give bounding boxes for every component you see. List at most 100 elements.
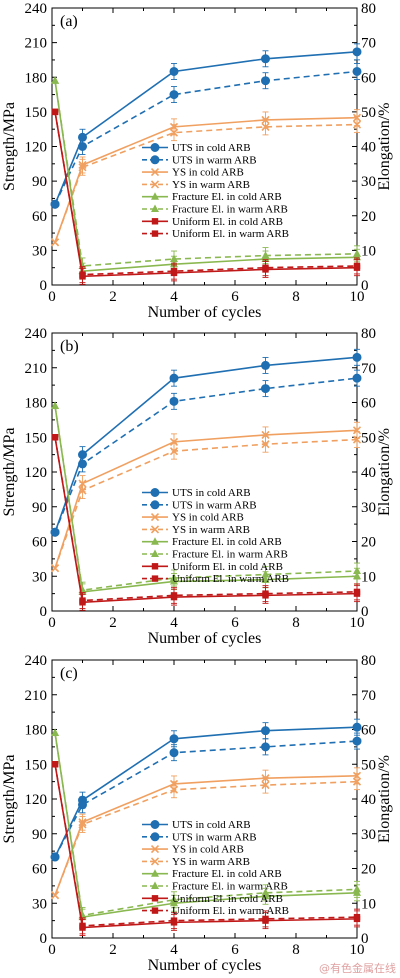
right-tick-label: 60 [361, 723, 376, 739]
left-tick-label: 210 [25, 36, 48, 52]
series-3 [50, 431, 362, 573]
data-point [169, 437, 179, 446]
legend-entry: UTS in cold ARB [172, 142, 251, 154]
data-point [50, 852, 60, 862]
data-point [352, 352, 362, 362]
right-tick-label: 0 [361, 604, 369, 620]
legend-marker [151, 218, 159, 225]
data-point [170, 592, 178, 599]
series-line [54, 123, 358, 243]
x-axis-title: Number of cycles [148, 957, 262, 974]
data-point [79, 922, 86, 930]
legend-marker [151, 549, 159, 557]
right-tick-label: 40 [361, 465, 376, 481]
watermark: @有色金属在线 [319, 961, 396, 975]
left-tick-label: 120 [25, 465, 48, 481]
legend-entry: Uniform El. in cold ARB [172, 561, 283, 573]
data-point [169, 734, 179, 744]
data-point [51, 728, 60, 736]
left-tick-label: 60 [32, 862, 47, 878]
legend-marker [150, 820, 160, 829]
data-point [261, 76, 270, 86]
y-axis-title: Strength/MPa [1, 102, 18, 191]
data-point [78, 459, 87, 469]
legend-marker [150, 143, 160, 152]
data-point [353, 566, 361, 575]
bottom-tick-label: 10 [350, 289, 365, 305]
data-point [352, 120, 362, 129]
legend-entry: Fracture El. in warm ARB [172, 549, 288, 561]
data-point [261, 122, 270, 131]
data-point [261, 781, 270, 790]
legend-entry: UTS in cold ARB [172, 819, 251, 831]
data-point [261, 570, 270, 578]
legend-marker [151, 230, 159, 237]
legend-entry: Fracture El. in warm ARB [172, 881, 288, 893]
bottom-tick-label: 6 [231, 942, 239, 958]
data-point [51, 761, 59, 768]
legend-entry: Uniform El. in cold ARB [172, 216, 283, 228]
bottom-tick-label: 0 [48, 615, 56, 631]
bottom-tick-label: 8 [292, 615, 300, 631]
legend-entry: YS in warm ARB [172, 179, 250, 191]
series-1 [50, 732, 362, 862]
series-7 [51, 108, 361, 284]
data-point [169, 396, 179, 406]
data-point [78, 486, 87, 495]
legend-entry: Fracture El. in cold ARB [172, 868, 282, 880]
data-point [352, 47, 362, 57]
legend-marker [150, 155, 160, 165]
bottom-tick-label: 4 [170, 942, 178, 958]
data-point [261, 384, 270, 394]
legend-marker [150, 525, 160, 534]
right-tick-label: 70 [361, 36, 376, 52]
legend-entry: YS in warm ARB [172, 856, 250, 868]
left-tick-label: 240 [25, 653, 48, 669]
data-point [261, 251, 270, 259]
legend-marker [150, 857, 160, 866]
x-axis-title: Number of cycles [148, 304, 262, 321]
legend-entry: YS in warm ARB [172, 524, 250, 536]
bottom-tick-label: 8 [292, 942, 300, 958]
bottom-tick-label: 10 [350, 615, 365, 631]
right-tick-label: 50 [361, 430, 376, 446]
chart-panel-0: 0306090120150180210240010203040506070800… [1, 1, 393, 321]
left-tick-label: 0 [40, 604, 48, 620]
data-point [352, 435, 362, 444]
right-tick-label: 80 [361, 653, 376, 669]
legend-marker [151, 204, 159, 212]
right-tick-label: 0 [361, 931, 369, 947]
left-tick-label: 0 [40, 931, 48, 947]
left-tick-label: 180 [25, 396, 48, 412]
data-point [78, 142, 87, 151]
data-point [352, 373, 362, 383]
series-3 [50, 116, 362, 247]
data-point [261, 54, 270, 64]
data-point [352, 722, 362, 732]
legend-entry: UTS in warm ARB [172, 154, 257, 166]
data-point [353, 262, 361, 270]
left-tick-label: 120 [25, 140, 48, 156]
legend-entry: Uniform El. in warm ARB [172, 905, 289, 917]
legend-entry: UTS in warm ARB [172, 831, 257, 843]
data-point [353, 588, 361, 596]
panel-label: (b) [60, 338, 79, 355]
legend-entry: Fracture El. in warm ARB [172, 204, 288, 216]
right-tick-label: 40 [361, 792, 376, 808]
y-axis-title: Strength/MPa [1, 428, 18, 517]
right-tick-label: 50 [361, 757, 376, 773]
left-tick-label: 150 [25, 105, 48, 121]
left-tick-label: 210 [25, 361, 48, 377]
right-tick-label: 80 [361, 1, 376, 17]
right-tick-label: 60 [361, 70, 376, 86]
right-tick-label: 70 [361, 361, 376, 377]
data-point [78, 163, 87, 172]
data-point [50, 199, 60, 209]
data-point [262, 590, 269, 597]
legend-entry: YS in cold ARB [172, 512, 244, 524]
left-tick-label: 240 [25, 1, 48, 17]
data-point [261, 360, 270, 370]
right-tick-label: 80 [361, 326, 376, 342]
data-point [261, 440, 270, 449]
